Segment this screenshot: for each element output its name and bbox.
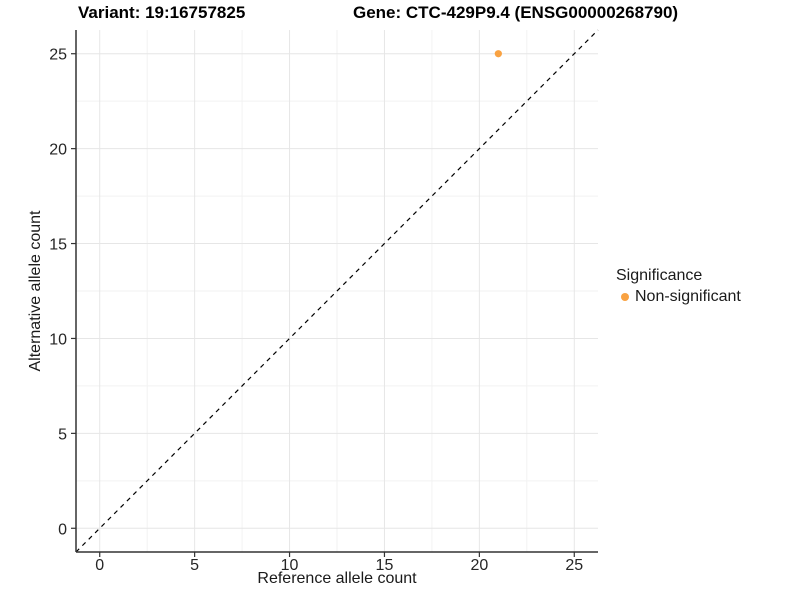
y-tick-label: 20: [49, 142, 67, 159]
legend-title: Significance: [616, 267, 703, 284]
variant-title: Variant: 19:16757825: [78, 3, 246, 22]
x-tick-label: 25: [565, 557, 583, 574]
y-tick-label: 15: [49, 237, 67, 254]
legend-item-label: Non-significant: [635, 288, 741, 305]
legend: Significance Non-significant: [616, 267, 741, 306]
x-tick-label: 0: [95, 557, 104, 574]
data-point: [494, 50, 502, 58]
y-tick-label: 5: [58, 426, 67, 443]
gene-title: Gene: CTC-429P9.4 (ENSG00000268790): [353, 3, 679, 22]
y-tick-label: 0: [58, 521, 67, 538]
x-tick-label: 10: [281, 557, 299, 574]
x-tick-label: 15: [376, 557, 394, 574]
y-axis-title: Alternative allele count: [27, 210, 44, 372]
identity-dashed-line: [75, 29, 599, 553]
x-tick-label: 5: [190, 557, 199, 574]
y-tick-label: 25: [49, 47, 67, 64]
x-tick-label: 20: [470, 557, 488, 574]
legend-key-dot-icon: [621, 293, 629, 301]
legend-item-non-significant: Non-significant: [616, 288, 741, 306]
y-tick-label: 10: [49, 331, 67, 348]
x-axis-title: Reference allele count: [257, 570, 417, 587]
